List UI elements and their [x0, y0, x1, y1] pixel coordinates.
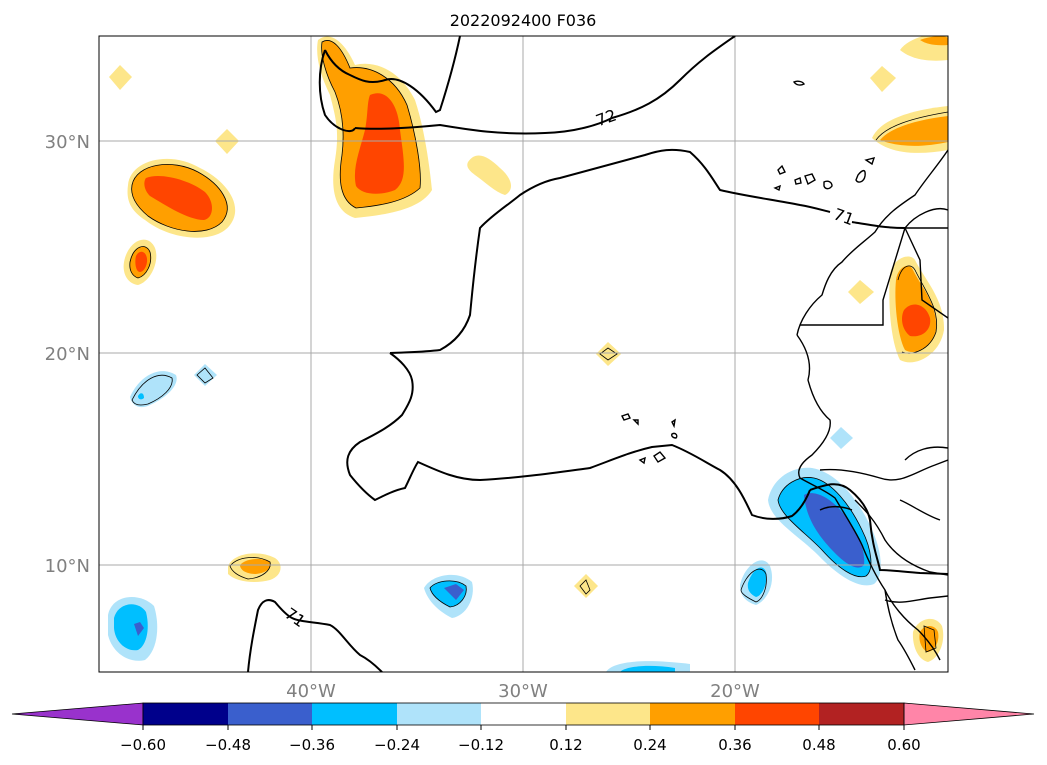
coastlines-and-borders [621, 80, 948, 671]
colorbar-tick-label: 0.60 [887, 736, 920, 754]
colorbar-bin [481, 703, 566, 725]
colorbar-high-extend [903, 702, 1035, 726]
latitude-labels: 30°N 20°N 10°N [45, 132, 90, 577]
thick-contour-lines [247, 36, 948, 672]
anomaly-contour-lines [129, 40, 948, 653]
map-frame [98, 35, 949, 673]
colorbar-tick-label: 0.12 [549, 736, 582, 754]
colorbar-bin [312, 703, 397, 725]
lon-label-40w: 40°W [286, 681, 336, 702]
colorbar-tick-label: −0.60 [120, 736, 166, 754]
colorbar-bin [143, 703, 228, 725]
colorbar-tick-label: −0.48 [205, 736, 251, 754]
colorbar-tick-label: −0.24 [374, 736, 420, 754]
colorbar-bin [735, 703, 819, 725]
colorbar: −0.60 −0.48 −0.36 −0.24 −0.12 0.12 0.24 … [11, 702, 1035, 754]
map-title: 2022092400 F036 [450, 11, 597, 30]
lon-label-20w: 20°W [710, 681, 760, 702]
colorbar-bin [650, 703, 735, 725]
lat-label-10n: 10°N [45, 556, 90, 577]
colorbar-tick-label: 0.48 [802, 736, 835, 754]
lat-label-20n: 20°N [45, 344, 90, 365]
lon-label-30w: 30°W [498, 681, 548, 702]
lat-label-30n: 30°N [45, 132, 90, 153]
colorbar-low-extend [11, 702, 144, 726]
colorbar-bin [397, 703, 481, 725]
colorbar-bin [819, 703, 904, 725]
colorbar-tick-label: −0.36 [289, 736, 335, 754]
colorbar-tick-marks [142, 725, 905, 730]
colorbar-tick-label: 0.24 [633, 736, 666, 754]
colorbar-tick-label: 0.36 [718, 736, 751, 754]
colorbar-bin [228, 703, 312, 725]
negative-anomaly-areas [108, 364, 881, 672]
colorbar-tick-labels: −0.60 −0.48 −0.36 −0.24 −0.12 0.12 0.24 … [120, 736, 921, 754]
colorbar-tick-label: −0.12 [458, 736, 504, 754]
colorbar-bin [566, 703, 650, 725]
longitude-labels: 40°W 30°W 20°W [286, 681, 760, 702]
positive-anomaly-areas [109, 36, 948, 662]
